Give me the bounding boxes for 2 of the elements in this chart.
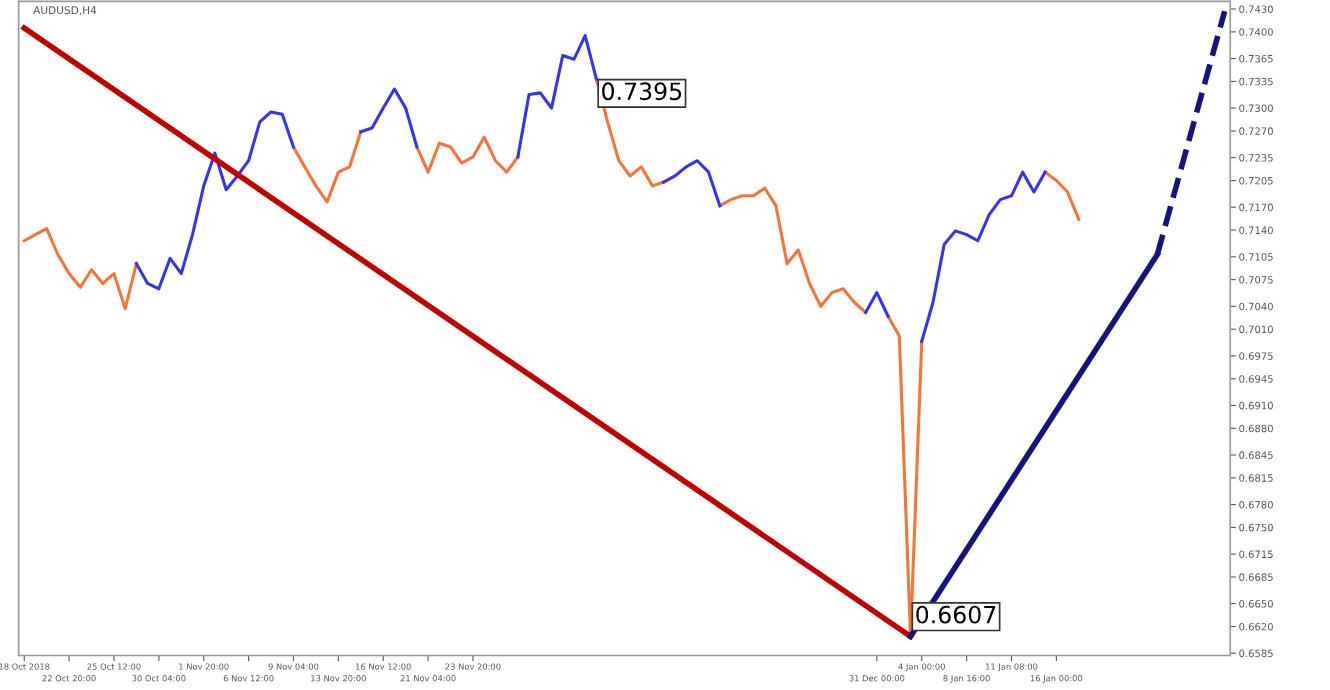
annotation: 0.7395 bbox=[602, 82, 682, 101]
annotation: 0.6607 bbox=[916, 605, 996, 624]
